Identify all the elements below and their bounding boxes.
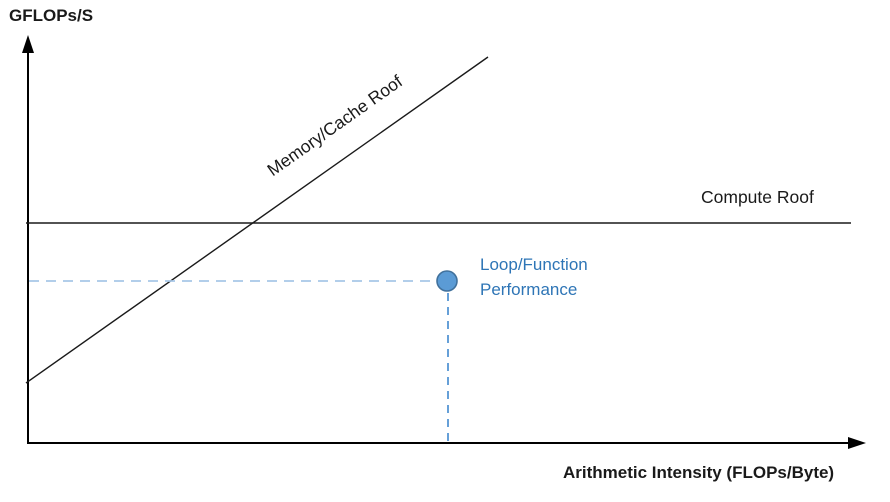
x-axis-arrowhead-icon [848,437,866,449]
performance-point-label-line2: Performance [480,280,578,299]
performance-point-label: Loop/Function Performance [480,252,588,302]
x-axis-label: Arithmetic Intensity (FLOPs/Byte) [563,463,835,482]
compute-roof-label: Compute Roof [701,187,814,207]
performance-point [436,270,458,292]
memory-roof-line [25,56,489,384]
performance-point-label-line1: Loop/Function [480,255,588,274]
y-axis-arrowhead-icon [22,35,34,53]
y-axis-label: GFLOPs/S [9,6,94,25]
